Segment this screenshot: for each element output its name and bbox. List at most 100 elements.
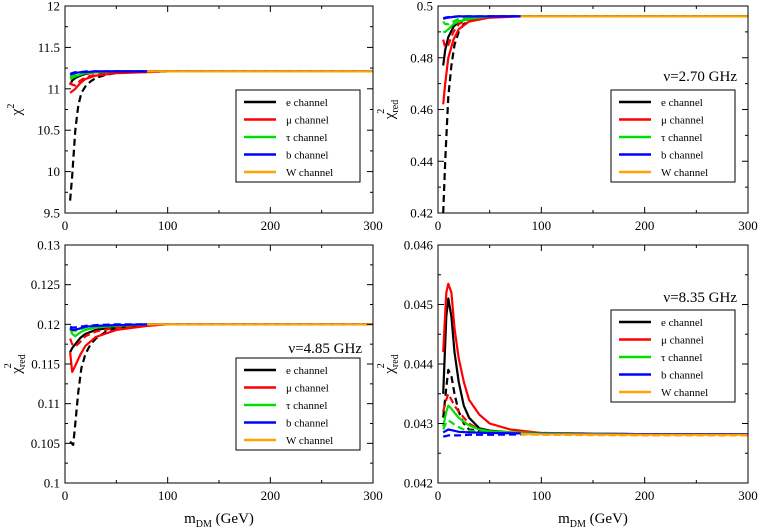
legend-label-mu: μ channel	[661, 335, 704, 347]
legend-label-W: W channel	[286, 435, 333, 447]
legend-label-mu: μ channel	[286, 383, 329, 395]
y-tick-label: 0.46	[410, 102, 433, 117]
y-tick-label: 9.5	[44, 206, 60, 221]
y-axis-label-sub: red	[390, 354, 401, 367]
frequency-annotation: ν=8.35 GHz	[663, 290, 737, 306]
legend-label-b: b channel	[286, 418, 328, 430]
legend-label-tau: τ channel	[286, 132, 327, 144]
y-tick-label: 11	[47, 81, 60, 96]
y-tick-label: 0.12	[37, 317, 60, 332]
legend-label-e: e channel	[286, 97, 328, 109]
series-group	[442, 282, 748, 438]
y-tick-label: 0.042	[404, 476, 433, 491]
y-tick-label: 0.046	[404, 238, 434, 253]
x-tick-label: 100	[158, 218, 178, 233]
y-tick-label: 10	[47, 164, 60, 179]
y-axis-label-sup: 2	[6, 104, 17, 109]
y-axis-label: χred2	[376, 100, 401, 120]
frequency-annotation: ν=2.70 GHz	[663, 69, 737, 85]
y-axis-label: χred2	[3, 354, 28, 374]
y-tick-label: 0.1	[44, 476, 60, 491]
y-tick-label: 12	[47, 0, 60, 14]
x-tick-label: 300	[363, 488, 383, 503]
y-tick-label: 0.105	[31, 436, 60, 451]
legend-label-e: e channel	[661, 317, 703, 329]
legend-label-tau: τ channel	[661, 352, 702, 364]
x-tick-label: 0	[62, 488, 69, 503]
legend-label-b: b channel	[661, 150, 703, 162]
y-tick-label: 0.125	[31, 277, 60, 292]
x-axis-label-unit: (GeV)	[586, 511, 628, 527]
y-tick-label: 0.5	[417, 0, 433, 14]
y-axis-label-main: χ	[382, 367, 398, 375]
panel-bottom-right: 0 100 200 300 0.042 0.043 0.044 0.045 0.046 χred2…	[376, 238, 758, 531]
y-tick-label: 0.045	[404, 297, 433, 312]
legend-label-mu: μ channel	[661, 115, 704, 127]
x-tick-label: 300	[738, 488, 758, 503]
legend-label-e: e channel	[286, 365, 328, 377]
x-tick-label: 200	[261, 218, 281, 233]
x-tick-label: 200	[635, 218, 655, 233]
panel-top-right: 0 100 200 300 0.42 0.44 0.46 0.48 0.5 χred2 ν=2.70…	[376, 0, 758, 233]
y-tick-label: 0.42	[410, 206, 433, 221]
x-axis-label: mDM (GeV)	[558, 511, 628, 530]
x-axis-label-main: m	[558, 511, 570, 527]
y-axis-label-main: χ	[9, 367, 25, 375]
x-tick-label: 0	[62, 218, 69, 233]
legend-label-b: b channel	[661, 370, 703, 382]
x-axis-label-sub: DM	[196, 519, 212, 530]
legend: e channel μ channel τ channel b channel W ch…	[610, 309, 736, 403]
series-line-mu-dashed	[69, 323, 373, 348]
y-tick-label: 0.11	[38, 396, 60, 411]
legend-label-tau: τ channel	[661, 132, 702, 144]
x-axis-label: mDM (GeV)	[184, 511, 254, 530]
panel-top-left: 0 100 200 300 9.5 10 10.5 11 11.5 12 χ2 e channel μ …	[6, 0, 383, 233]
legend-label-e: e channel	[661, 97, 703, 109]
x-axis-label-main: m	[184, 511, 196, 527]
series-group	[442, 15, 748, 213]
y-tick-label: 0.44	[410, 154, 433, 169]
y-tick-label: 0.043	[404, 416, 433, 431]
series-group	[69, 70, 373, 201]
series-line-e-dashed	[69, 70, 373, 201]
legend: e channel μ channel τ channel b channel W ch…	[235, 357, 361, 451]
x-tick-label: 100	[532, 488, 552, 503]
series-group	[69, 323, 373, 446]
series-line-e-solid	[442, 15, 748, 66]
y-tick-label: 0.48	[410, 50, 433, 65]
x-tick-label: 0	[435, 488, 442, 503]
legend-label-b: b channel	[286, 150, 328, 162]
series-line-W-dashed	[520, 433, 748, 437]
legend-label-W: W channel	[661, 167, 708, 179]
x-tick-label: 200	[261, 488, 281, 503]
y-axis-label: χred2	[376, 354, 401, 374]
y-axis-label-sub: red	[17, 354, 28, 367]
legend-label-mu: μ channel	[286, 115, 329, 127]
series-line-e-dashed	[69, 323, 373, 446]
legend: e channel μ channel τ channel b channel W ch…	[235, 89, 361, 183]
x-axis-label-unit: (GeV)	[212, 511, 254, 527]
y-axis-label-sub: red	[390, 100, 401, 113]
y-axis-label-sup: 2	[3, 363, 14, 368]
x-tick-label: 0	[435, 218, 442, 233]
x-tick-label: 100	[158, 488, 178, 503]
frequency-annotation: ν=4.85 GHz	[288, 341, 362, 357]
y-tick-label: 0.13	[37, 238, 60, 253]
legend-label-W: W channel	[286, 167, 333, 179]
y-tick-label: 10.5	[37, 123, 60, 138]
x-tick-label: 300	[363, 218, 383, 233]
y-tick-label: 11.5	[38, 40, 60, 55]
y-axis-label-main: χ	[9, 108, 25, 116]
y-tick-label: 0.044	[404, 357, 434, 372]
x-axis-label-sub: DM	[570, 519, 586, 530]
x-tick-label: 200	[635, 488, 655, 503]
legend-label-W: W channel	[661, 387, 708, 399]
legend: e channel μ channel τ channel b channel W ch…	[610, 89, 736, 183]
x-tick-label: 300	[738, 218, 758, 233]
series-line-mu-dashed	[442, 15, 748, 49]
y-axis-label-sup: 2	[376, 109, 387, 114]
panel-bottom-left: 0 100 200 300 0.1 0.105 0.11 0.115 0.12 0.125 0.13…	[3, 238, 383, 531]
y-axis-label-sup: 2	[376, 363, 387, 368]
y-tick-label: 0.115	[31, 357, 60, 372]
